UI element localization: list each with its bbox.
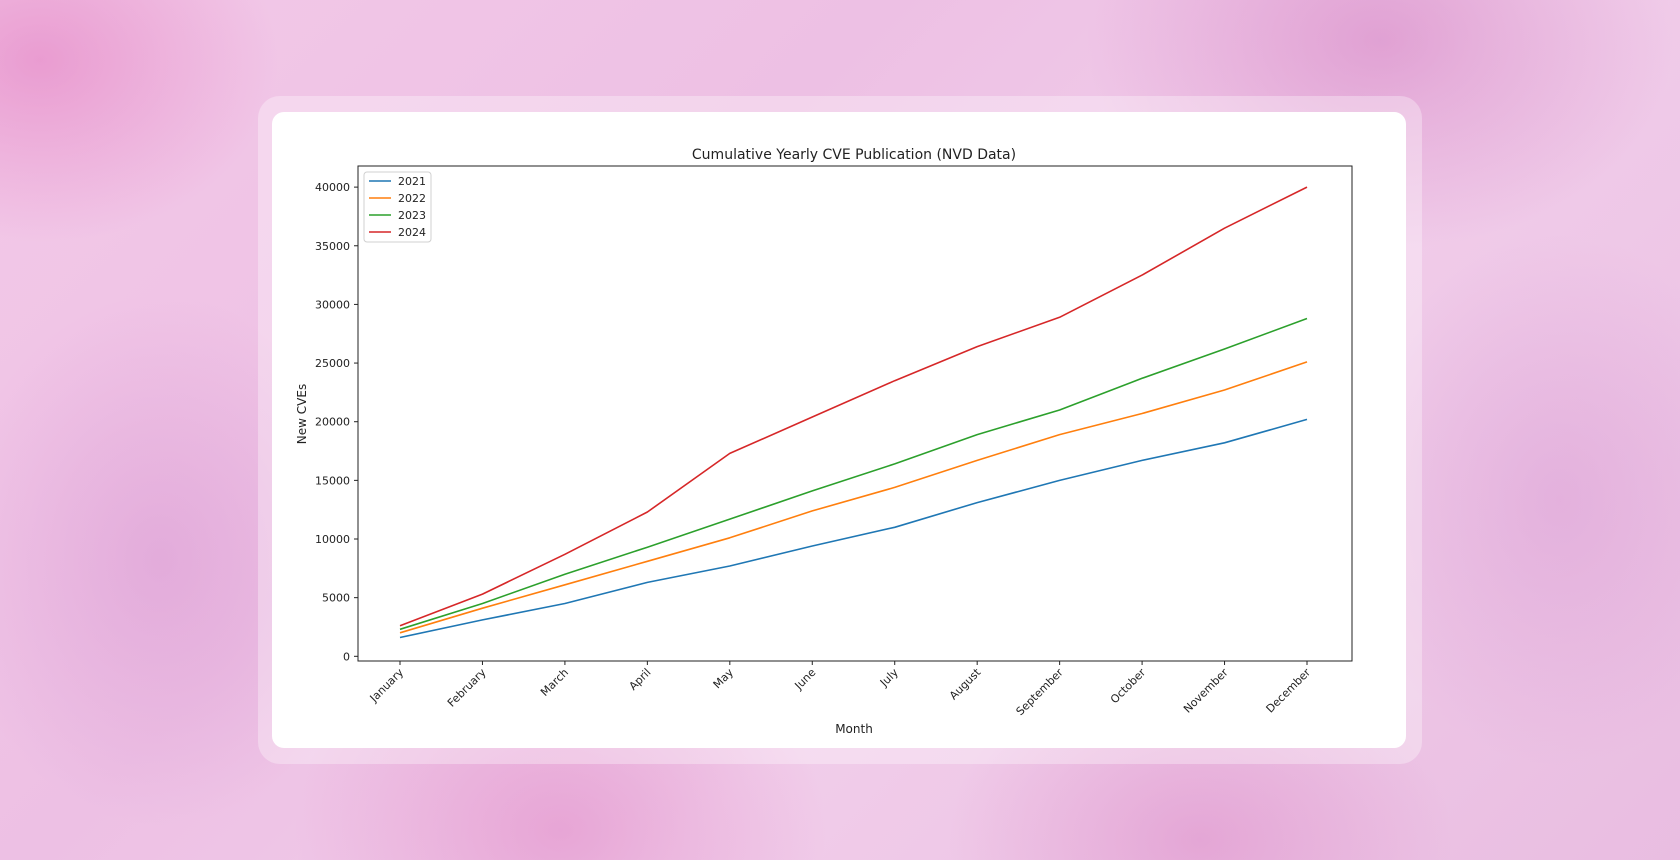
legend-label-2024: 2024 xyxy=(398,226,426,239)
x-tick-label: October xyxy=(1108,666,1149,707)
legend-label-2022: 2022 xyxy=(398,192,426,205)
legend-label-2021: 2021 xyxy=(398,175,426,188)
y-tick-label: 40000 xyxy=(315,181,350,194)
y-tick-label: 10000 xyxy=(315,533,350,546)
plot-frame xyxy=(357,165,1353,662)
x-tick-label: December xyxy=(1264,666,1314,716)
y-tick-label: 5000 xyxy=(322,592,350,605)
y-tick-label: 20000 xyxy=(315,416,350,429)
x-tick-label: April xyxy=(627,666,654,693)
series-lines xyxy=(399,186,1308,639)
legend-box xyxy=(363,171,432,243)
x-tick-label: November xyxy=(1181,666,1231,716)
x-axis-label: Month xyxy=(835,722,873,736)
y-axis-label: New CVEs xyxy=(295,384,309,444)
y-tick-label: 35000 xyxy=(315,240,350,253)
y-tick-label: 30000 xyxy=(315,298,350,311)
series-line-2022 xyxy=(399,361,1308,634)
x-tick-label: July xyxy=(877,666,901,690)
x-tick-label: March xyxy=(538,666,571,699)
chart-card xyxy=(272,112,1406,748)
legend-label-2023: 2023 xyxy=(398,209,426,222)
y-tick-label: 0 xyxy=(343,650,350,663)
y-tick-label: 15000 xyxy=(315,474,350,487)
y-tick-label: 25000 xyxy=(315,357,350,370)
series-line-2021 xyxy=(399,418,1308,639)
x-tick-label: September xyxy=(1014,666,1067,719)
x-tick-label: May xyxy=(711,666,737,692)
series-line-2024 xyxy=(399,186,1308,627)
x-tick-label: June xyxy=(792,666,819,693)
x-tick-label: February xyxy=(445,666,489,710)
x-tick-label: August xyxy=(947,665,984,702)
legend: 2021 2022 2023 2024 xyxy=(363,171,432,243)
chart-title: Cumulative Yearly CVE Publication (NVD D… xyxy=(692,147,1016,163)
series-line-2023 xyxy=(399,317,1308,631)
plot-axes: 0 5000 10000 15000 20000 25000 30000 35000 40000… xyxy=(315,165,1353,719)
x-tick-label: January xyxy=(367,666,407,706)
